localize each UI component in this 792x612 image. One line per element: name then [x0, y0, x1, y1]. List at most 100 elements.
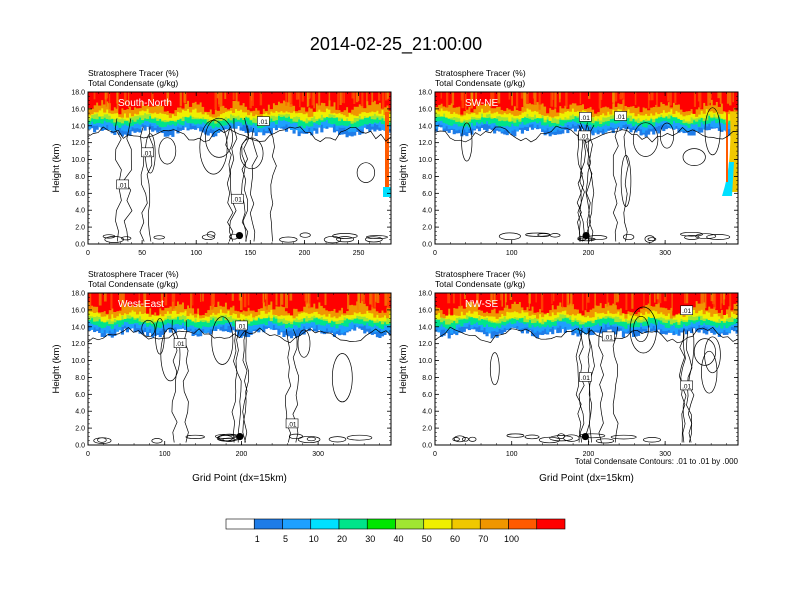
x-axis: 0 100 200 300 [433, 293, 727, 458]
contour-label-text: .01 [237, 323, 246, 330]
panel-3: .01 .01 .01 0.0 2.0 4.0 6.0 8.0 10.0 12.0 14.0 16.0… [51, 269, 392, 484]
x-axis-label: Grid Point (dx=15km) [192, 473, 287, 484]
y-tick-label: 0.0 [75, 443, 85, 450]
figure-title: 2014-02-25_21:00:00 [310, 34, 482, 55]
colorbar-swatch [310, 518, 340, 530]
y-axis: 0.0 2.0 4.0 6.0 8.0 10.0 12.0 14.0 16.0 18.0 [418, 291, 738, 450]
x-tick-label: 100 [506, 250, 518, 257]
x-tick-label: 100 [506, 451, 518, 458]
condensate-contours [435, 107, 738, 243]
y-axis-label: Height (km) [398, 143, 409, 192]
location-marker [582, 231, 590, 240]
y-tick-label: 18.0 [418, 291, 432, 298]
y-tick-label: 6.0 [75, 191, 85, 198]
y-tick-label: 16.0 [71, 307, 85, 314]
colorbar-label: 50 [422, 534, 432, 544]
y-tick-label: 8.0 [422, 375, 432, 382]
y-tick-label: 0.0 [75, 242, 85, 249]
x-axis: 0 50 100 150 200 250 [86, 92, 392, 257]
condensate-contours [88, 117, 391, 244]
tracer-streaks [440, 92, 734, 110]
condensate-contours [88, 316, 391, 444]
y-tick-label: 8.0 [422, 174, 432, 181]
variable-title-tracer: Stratosphere Tracer (%) [435, 269, 526, 279]
contour-label: .01 [614, 111, 627, 121]
panels: .01 .01 .01 .01 0.0 2.0 4.0 6.0 8.0 10.0 12.0 14.0 1… [51, 68, 739, 484]
y-tick-label: 16.0 [418, 106, 432, 113]
contour-label-text: .01 [288, 421, 297, 428]
variable-title-tracer: Stratosphere Tracer (%) [435, 68, 526, 78]
x-tick-label: 0 [86, 451, 90, 458]
y-axis: 0.0 2.0 4.0 6.0 8.0 10.0 12.0 14.0 16.0 18.0 [71, 90, 391, 249]
colorbar-swatch [451, 518, 481, 530]
tracer-field [435, 293, 738, 445]
colorbar-label: 10 [309, 534, 319, 544]
contour-label: .01 [579, 372, 592, 382]
panel-label: West-East [118, 299, 164, 310]
tracer-field [88, 92, 391, 244]
x-tick-label: 200 [236, 451, 248, 458]
contour-label: .01 [285, 418, 299, 428]
y-tick-label: 14.0 [418, 324, 432, 331]
y-tick-label: 14.0 [418, 123, 432, 130]
contour-label-text: .01 [118, 182, 127, 189]
contour-label-text: .01 [259, 119, 268, 126]
y-tick-label: 6.0 [75, 392, 85, 399]
y-tick-label: 18.0 [418, 90, 432, 97]
y-tick-label: 12.0 [418, 341, 432, 348]
x-tick-label: 300 [659, 451, 671, 458]
y-tick-label: 4.0 [75, 208, 85, 215]
x-axis: 0 100 200 300 [433, 92, 727, 257]
x-tick-label: 200 [583, 250, 595, 257]
y-tick-label: 16.0 [418, 307, 432, 314]
y-tick-label: 12.0 [71, 140, 85, 147]
panel-1: .01 .01 .01 .01 0.0 2.0 4.0 6.0 8.0 10.0 12.0 14.0 1… [51, 68, 392, 257]
x-tick-label: 0 [433, 451, 437, 458]
colorbar-swatch [423, 518, 453, 530]
y-axis: 0.0 2.0 4.0 6.0 8.0 10.0 12.0 14.0 16.0 18.0 [71, 291, 391, 450]
y-tick-label: 10.0 [71, 157, 85, 164]
y-tick-label: 6.0 [422, 191, 432, 198]
y-tick-label: 10.0 [71, 358, 85, 365]
contour-label: .01 [231, 193, 244, 204]
y-tick-label: 10.0 [418, 358, 432, 365]
panel-label: NW-SE [465, 299, 498, 310]
tracer-streaks [89, 293, 391, 311]
x-tick-label: 300 [312, 451, 324, 458]
colorbar: 1 5 10 20 30 40 50 60 70 100 [225, 518, 566, 544]
x-axis-label: Grid Point (dx=15km) [539, 473, 634, 484]
x-tick-label: 250 [353, 250, 365, 257]
colorbar-swatch [536, 518, 566, 530]
contour-note: Total Condensate Contours: .01 to .01 by… [575, 457, 739, 466]
x-tick-label: 200 [583, 451, 595, 458]
colorbar-swatch [253, 518, 283, 530]
contour-label: .01 [235, 320, 248, 330]
y-tick-label: 2.0 [422, 426, 432, 433]
contour-label: .01 [141, 147, 154, 157]
x-tick-label: 200 [299, 250, 311, 257]
y-tick-label: 0.0 [422, 443, 432, 450]
y-tick-label: 16.0 [71, 106, 85, 113]
x-axis: 0 100 200 300 [86, 293, 380, 458]
y-axis: 0.0 2.0 4.0 6.0 8.0 10.0 12.0 14.0 16.0 18.0 [418, 90, 738, 249]
location-marker [235, 231, 244, 240]
contour-label-text: .01 [616, 114, 625, 121]
contour-label: .01 [257, 116, 270, 126]
colorbar-label: 1 [255, 534, 260, 544]
colorbar-label: 5 [283, 534, 288, 544]
y-tick-label: 14.0 [71, 324, 85, 331]
contour-label-text: .01 [604, 334, 613, 341]
y-tick-label: 10.0 [418, 157, 432, 164]
y-tick-label: 4.0 [422, 409, 432, 416]
contour-label-text: .01 [233, 197, 242, 204]
y-tick-label: 2.0 [75, 426, 85, 433]
contour-label-text: .01 [176, 341, 185, 348]
y-axis-label: Height (km) [398, 344, 409, 393]
panel-2: .01 .01 .01 0.0 2.0 4.0 6.0 8.0 10.0 12.0 14.0 16.0… [398, 68, 739, 257]
colorbar-swatch [395, 518, 425, 530]
contour-label: .01 [116, 179, 129, 189]
colorbar-swatch [282, 518, 312, 530]
tracer-streaks [93, 92, 389, 110]
contour-label: .01 [602, 331, 615, 341]
contour-label-text: .01 [143, 150, 152, 157]
